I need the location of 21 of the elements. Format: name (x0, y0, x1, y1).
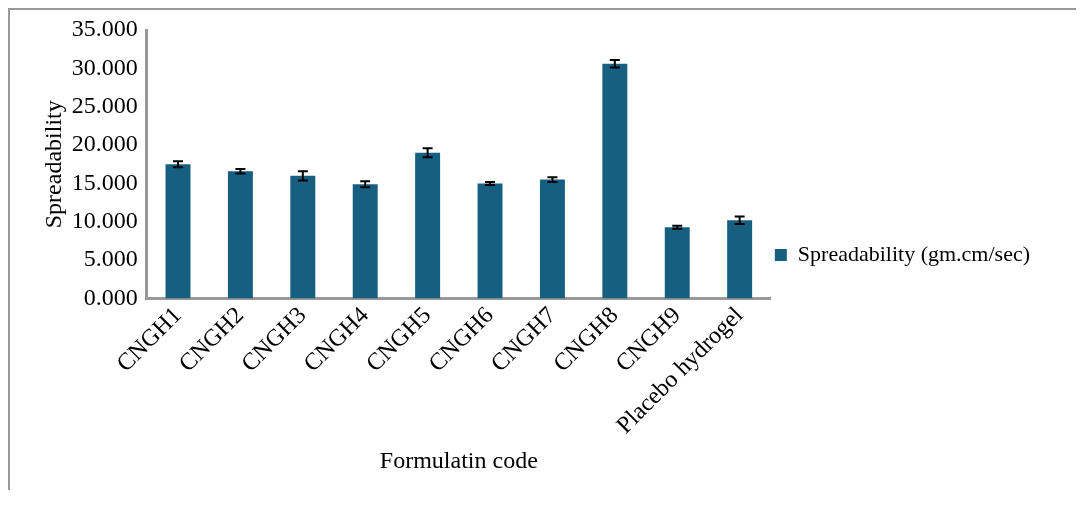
y-tick-label: 5.000 (83, 245, 138, 272)
y-tick-label: 30.000 (71, 53, 138, 80)
bar (602, 63, 628, 299)
bar (477, 183, 503, 299)
bar (352, 184, 378, 299)
y-tick-label: 35.000 (71, 15, 138, 42)
bar (165, 164, 191, 299)
y-tick-label: 10.000 (71, 207, 138, 234)
bar (539, 179, 565, 299)
x-axis-title: Formulatin code (379, 446, 538, 473)
y-tick-label: 20.000 (71, 130, 138, 157)
y-tick-label: 25.000 (71, 92, 138, 119)
legend-label: Spreadability (gm.cm/sec) (797, 240, 1031, 266)
bar (290, 175, 316, 299)
y-tick-label: 15.000 (71, 168, 138, 195)
bar (227, 171, 253, 299)
y-tick-label: 0.000 (83, 283, 138, 310)
y-axis-title: Spreadability (39, 100, 66, 229)
bar (727, 220, 753, 299)
bar (415, 152, 441, 299)
bar (664, 227, 690, 299)
